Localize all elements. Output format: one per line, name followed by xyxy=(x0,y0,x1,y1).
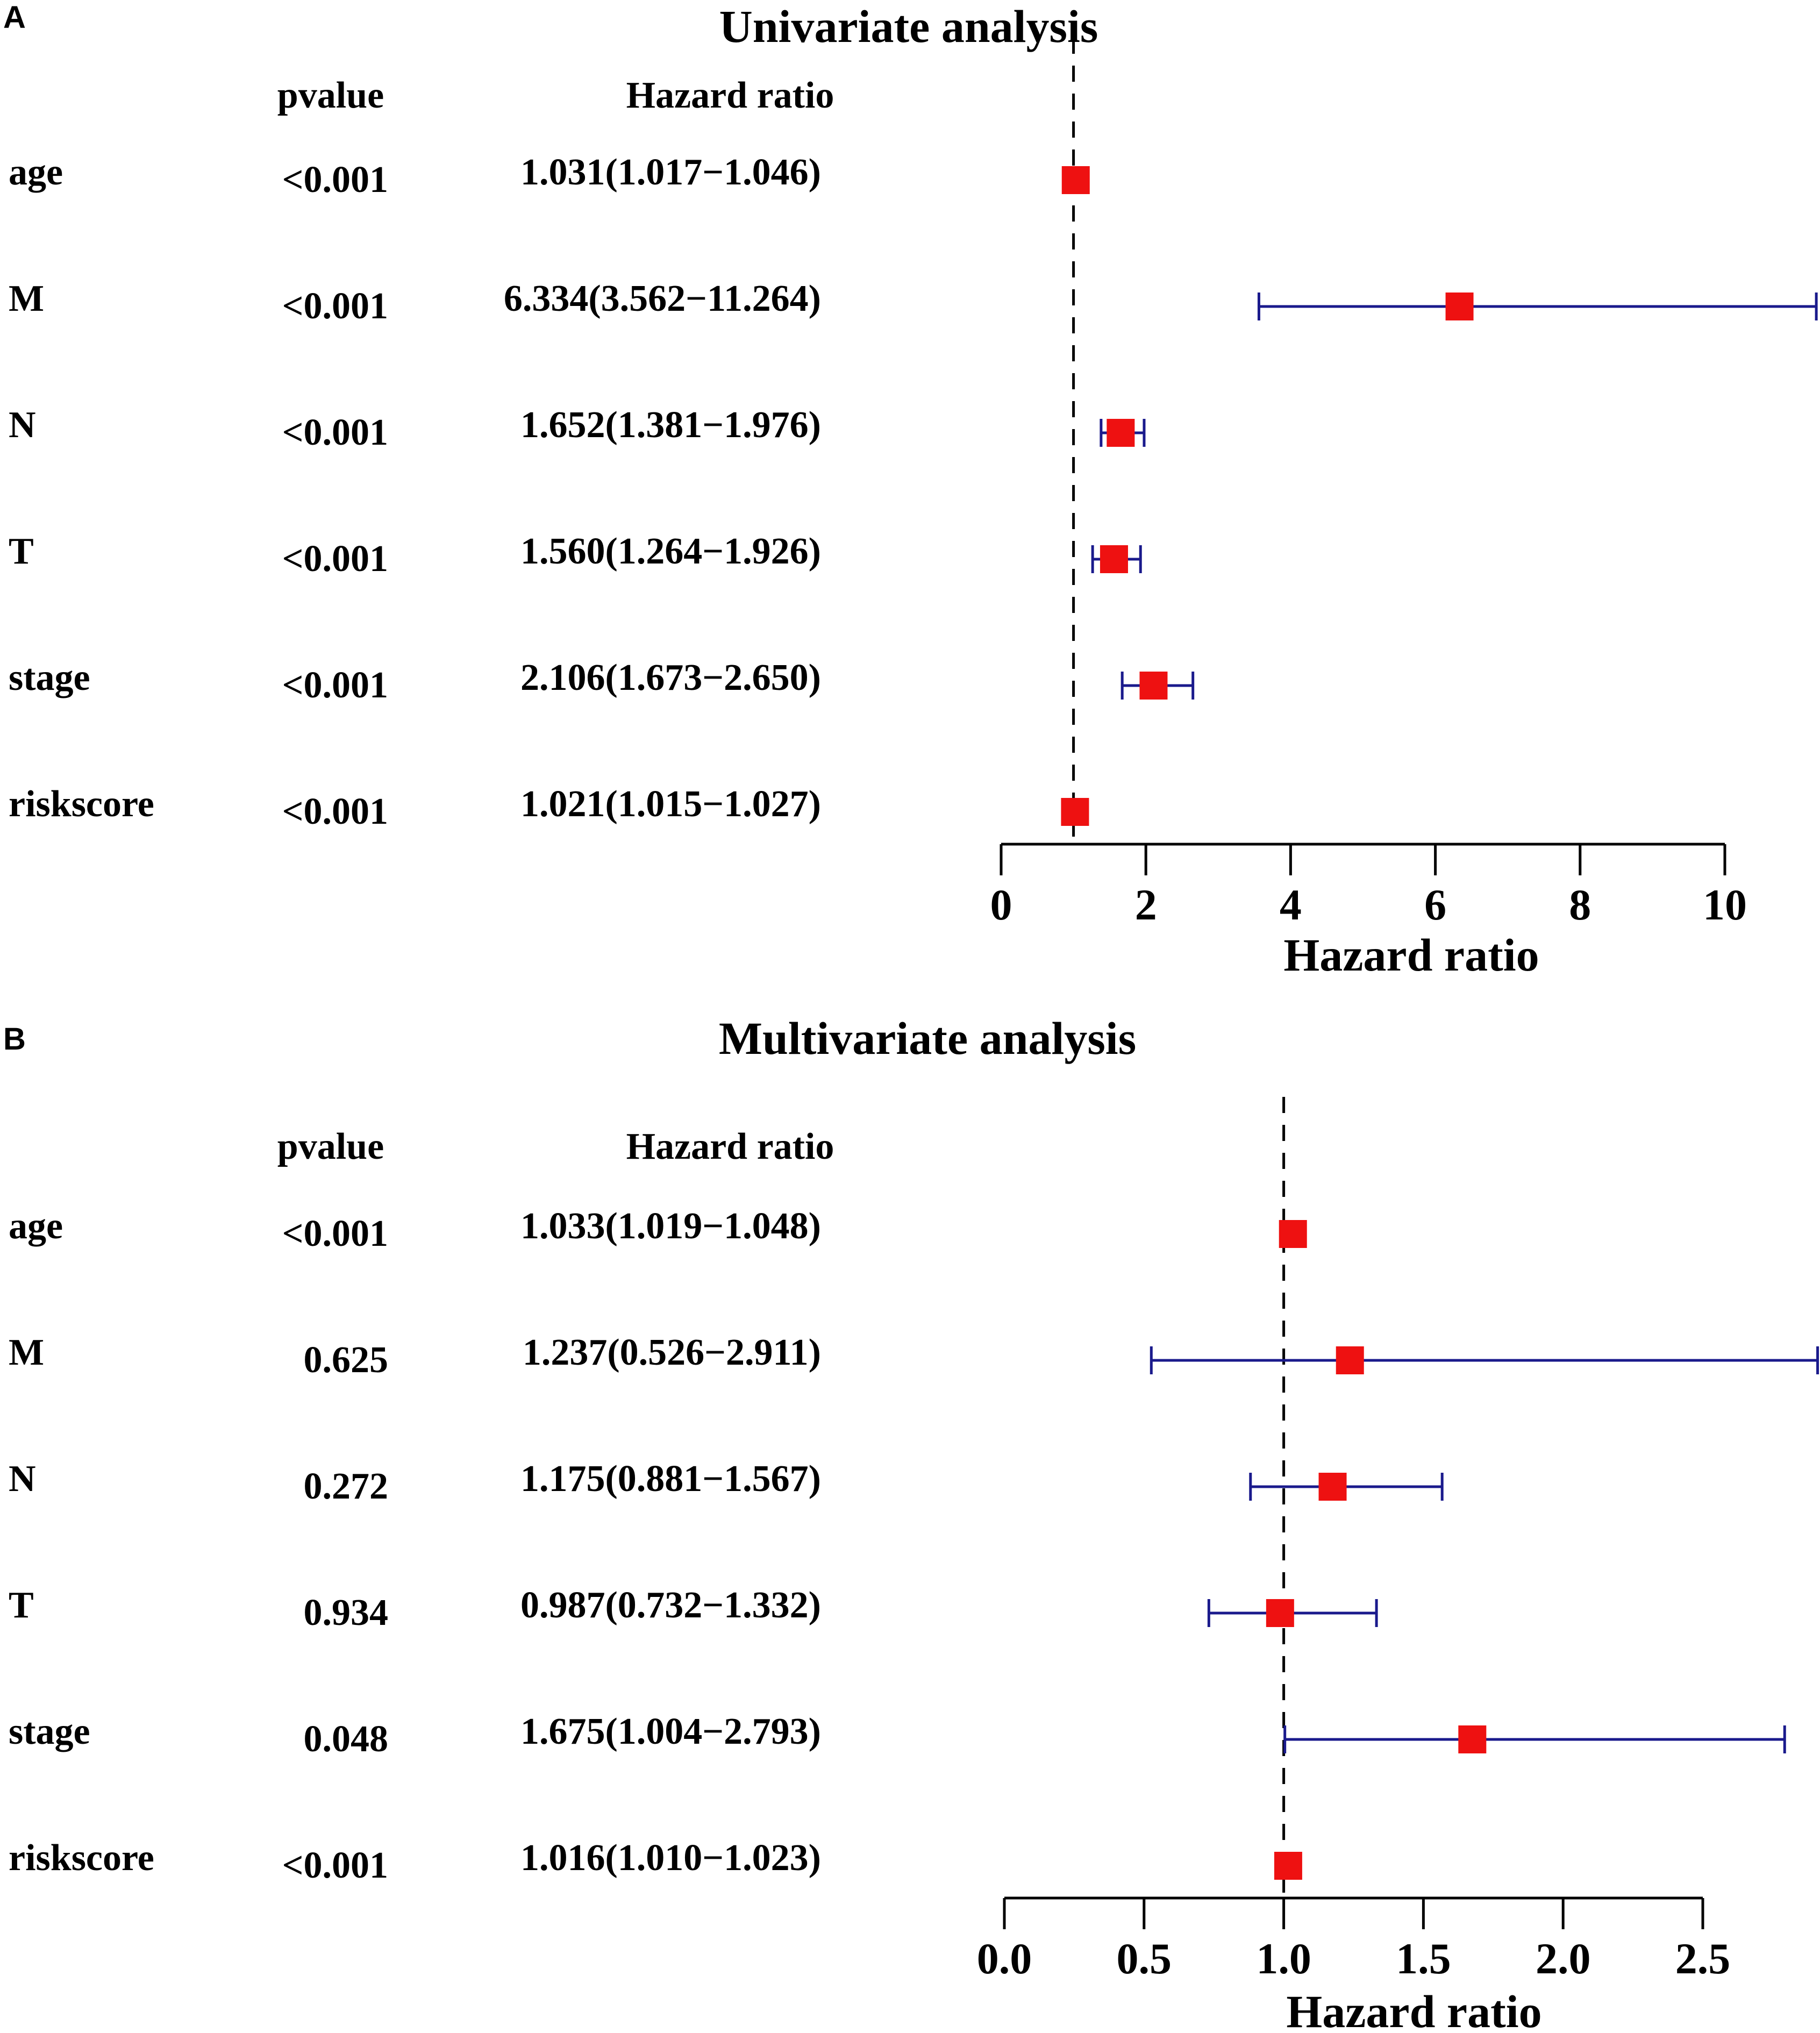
row-label: M xyxy=(9,1332,44,1373)
row-pvalue: <0.001 xyxy=(282,286,388,327)
row-label: age xyxy=(9,152,63,193)
x-tick-label: 1.0 xyxy=(1256,1934,1311,1983)
x-tick-label: 1.5 xyxy=(1396,1934,1451,1983)
x-tick-label: 0.5 xyxy=(1117,1934,1172,1983)
x-tick-label: 2.5 xyxy=(1675,1934,1731,1983)
hazard-ratio-point xyxy=(1061,166,1090,194)
hazard-ratio-point xyxy=(1061,798,1089,826)
row-hazard-ratio-text: 1.033(1.019−1.048) xyxy=(520,1205,821,1247)
forest-row-stage: stage 0.048 1.675(1.004−2.793) xyxy=(9,1711,1786,1760)
row-hazard-ratio-text: 1.237(0.526−2.911) xyxy=(523,1332,821,1373)
panel-b: B Multivariate analysis pvalue Hazard ratio… xyxy=(3,1012,1819,2033)
row-label: riskscore xyxy=(9,783,154,825)
forest-row-m: M <0.001 6.334(3.562−11.264) xyxy=(9,278,1818,327)
row-pvalue: 0.048 xyxy=(304,1718,389,1760)
row-label: T xyxy=(9,1585,34,1626)
row-hazard-ratio-text: 2.106(1.673−2.650) xyxy=(520,657,821,698)
row-label: age xyxy=(9,1205,63,1247)
panel-letter: A xyxy=(3,0,26,35)
forest-row-riskscore: riskscore <0.001 1.016(1.010−1.023) xyxy=(9,1837,1302,1886)
row-pvalue: <0.001 xyxy=(282,538,388,580)
x-tick-label: 10 xyxy=(1703,880,1747,929)
hazard-ratio-point xyxy=(1266,1599,1294,1627)
row-pvalue: <0.001 xyxy=(282,1845,388,1886)
row-hazard-ratio-text: 1.016(1.010−1.023) xyxy=(520,1837,821,1879)
row-hazard-ratio-text: 1.021(1.015−1.027) xyxy=(520,783,821,825)
hazard-ratio-point xyxy=(1139,672,1168,700)
forest-row-riskscore: riskscore <0.001 1.021(1.015−1.027) xyxy=(9,783,1089,832)
hazard-ratio-point xyxy=(1274,1852,1302,1880)
row-pvalue: <0.001 xyxy=(282,412,388,453)
row-pvalue: 0.272 xyxy=(304,1466,389,1507)
panel-a: A Univariate analysis pvalue Hazard ratio ag… xyxy=(3,0,1818,981)
hazard-ratio-point xyxy=(1107,419,1135,447)
row-pvalue: <0.001 xyxy=(282,159,388,201)
column-header-pvalue: pvalue xyxy=(277,1126,384,1167)
row-hazard-ratio-text: 0.987(0.732−1.332) xyxy=(520,1585,821,1626)
forest-row-m: M 0.625 1.237(0.526−2.911) xyxy=(9,1332,1819,1381)
row-label: N xyxy=(9,404,36,446)
x-axis-label: Hazard ratio xyxy=(1286,1986,1541,2033)
row-pvalue: 0.625 xyxy=(304,1339,389,1381)
row-label: M xyxy=(9,278,44,319)
forest-row-age: age <0.001 1.031(1.017−1.046) xyxy=(9,152,1090,201)
row-hazard-ratio-text: 6.334(3.562−11.264) xyxy=(504,278,821,319)
forest-row-age: age <0.001 1.033(1.019−1.048) xyxy=(9,1205,1307,1254)
hazard-ratio-point xyxy=(1336,1346,1364,1374)
hazard-ratio-point xyxy=(1100,545,1128,573)
x-axis-label: Hazard ratio xyxy=(1283,929,1539,981)
forest-row-stage: stage <0.001 2.106(1.673−2.650) xyxy=(9,657,1195,706)
x-tick-label: 2.0 xyxy=(1536,1934,1591,1983)
row-label: stage xyxy=(9,657,90,698)
column-header-hazard-ratio: Hazard ratio xyxy=(626,75,834,116)
chart-title: Multivariate analysis xyxy=(719,1012,1136,1064)
row-pvalue: <0.001 xyxy=(282,1213,388,1254)
forest-row-n: N 0.272 1.175(0.881−1.567) xyxy=(9,1458,1444,1507)
row-pvalue: <0.001 xyxy=(282,791,388,832)
chart-title: Univariate analysis xyxy=(719,1,1098,52)
row-hazard-ratio-text: 1.031(1.017−1.046) xyxy=(520,152,821,193)
row-pvalue: <0.001 xyxy=(282,665,388,706)
row-label: N xyxy=(9,1458,36,1500)
forest-row-t: T 0.934 0.987(0.732−1.332) xyxy=(9,1585,1378,1633)
x-tick-label: 6 xyxy=(1424,880,1446,929)
row-pvalue: 0.934 xyxy=(304,1592,389,1633)
x-tick-label: 4 xyxy=(1280,880,1302,929)
x-tick-label: 0 xyxy=(990,880,1012,929)
panel-letter: B xyxy=(3,1022,26,1057)
column-header-pvalue: pvalue xyxy=(277,75,384,116)
row-label: riskscore xyxy=(9,1837,154,1879)
row-label: T xyxy=(9,531,34,572)
column-header-hazard-ratio: Hazard ratio xyxy=(626,1126,834,1167)
row-hazard-ratio-text: 1.560(1.264−1.926) xyxy=(520,531,821,572)
row-hazard-ratio-text: 1.652(1.381−1.976) xyxy=(520,404,821,446)
hazard-ratio-point xyxy=(1458,1725,1487,1753)
hazard-ratio-point xyxy=(1279,1220,1307,1248)
forest-row-n: N <0.001 1.652(1.381−1.976) xyxy=(9,404,1146,453)
row-hazard-ratio-text: 1.675(1.004−2.793) xyxy=(520,1711,821,1752)
hazard-ratio-point xyxy=(1318,1473,1347,1501)
x-tick-label: 0.0 xyxy=(977,1934,1032,1983)
x-tick-label: 8 xyxy=(1569,880,1591,929)
x-tick-label: 2 xyxy=(1135,880,1157,929)
hazard-ratio-point xyxy=(1445,293,1474,320)
forest-row-t: T <0.001 1.560(1.264−1.926) xyxy=(9,531,1142,580)
row-hazard-ratio-text: 1.175(0.881−1.567) xyxy=(520,1458,821,1500)
row-label: stage xyxy=(9,1711,90,1752)
